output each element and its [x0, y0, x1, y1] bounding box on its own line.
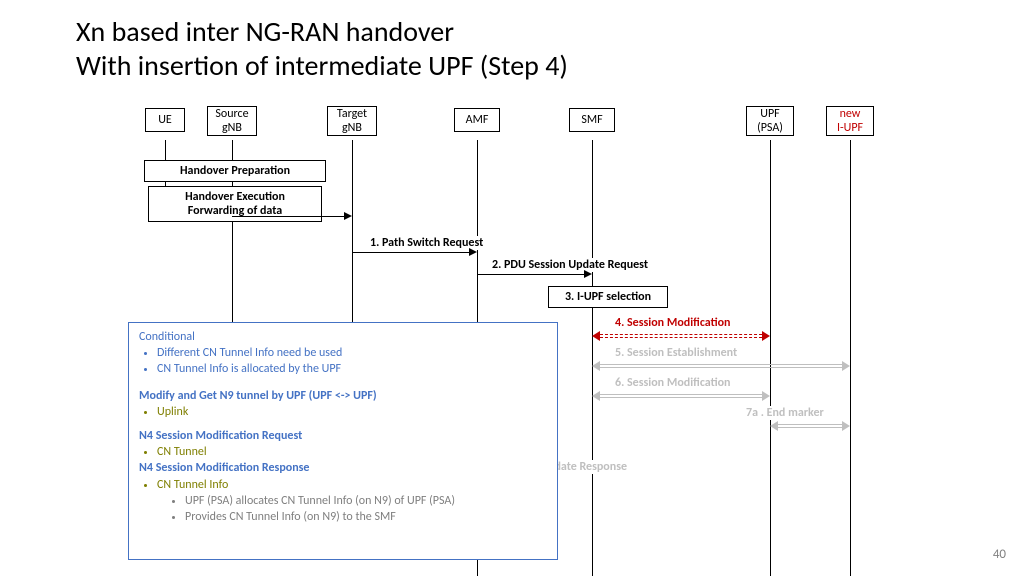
lifeline-tgnb: [352, 140, 353, 340]
note-b5a: UPF (PSA) allocates CN Tunnel Info (on N…: [185, 493, 547, 509]
actor-target-gnb: Target gNB: [327, 106, 377, 136]
actor-target-gnb-l2: gNB: [342, 121, 362, 135]
actor-upf-l2: (PSA): [757, 121, 783, 135]
arrow-step2-head: [584, 270, 592, 278]
actor-amf: AMF: [454, 108, 500, 132]
note-h4: N4 Session Modification Response: [139, 460, 547, 476]
actor-source-gnb-l1: Source: [215, 107, 248, 121]
actor-smf: SMF: [569, 108, 615, 132]
lifeline-upf: [770, 140, 771, 576]
title-line2: With insertion of intermediate UPF (Step…: [76, 48, 568, 83]
actor-upf-l1: UPF: [760, 107, 779, 121]
actor-iupf-l1: new: [840, 107, 861, 121]
actor-new-iupf: new I-UPF: [826, 106, 874, 136]
actor-ue: UE: [145, 108, 185, 132]
arrow-step6: [600, 394, 762, 398]
note-h2: Modify and Get N9 tunnel by UPF (UPF <->…: [139, 388, 547, 404]
actor-source-gnb-l2: gNB: [222, 121, 242, 135]
page-number: 40: [993, 547, 1006, 562]
box-iupf-selection: 3. I-UPF selection: [548, 286, 668, 308]
arrow-step2: [477, 274, 584, 275]
label-step4: 4. Session Modification: [615, 316, 731, 330]
arrow-step5: [600, 364, 842, 368]
lifeline-iupf: [850, 140, 851, 576]
note-b3: Uplink: [157, 404, 547, 420]
arrow-forwarding: [232, 216, 344, 217]
label-step5: 5. Session Establishment: [615, 346, 737, 360]
title-line1: Xn based inter NG-RAN handover: [76, 14, 454, 49]
label-step1: 1. Path Switch Request: [370, 236, 483, 250]
note-b5: CN Tunnel Info UPF (PSA) allocates CN Tu…: [157, 477, 547, 526]
arrow-forwarding-head: [344, 212, 352, 220]
label-step7a: 7a . End marker: [746, 406, 824, 420]
label-step2: 2. PDU Session Update Request: [492, 258, 648, 272]
label-update-response: pdate Response: [548, 460, 627, 474]
note-conditional: Conditional Different CN Tunnel Info nee…: [128, 322, 558, 560]
arrow-step1-head: [469, 248, 477, 256]
lifeline-smf: [592, 140, 593, 576]
note-h1: Conditional: [139, 329, 547, 345]
arrow-step4: [600, 334, 762, 338]
exec-l1: Handover Execution: [157, 190, 313, 204]
label-step6: 6. Session Modification: [615, 376, 731, 390]
arrow-step7a: [778, 424, 842, 428]
actor-target-gnb-l1: Target: [337, 107, 367, 121]
note-b5b: Provides CN Tunnel Info (on N9) to the S…: [185, 509, 547, 525]
actor-upf-psa: UPF (PSA): [746, 106, 794, 136]
actor-source-gnb: Source gNB: [207, 106, 257, 136]
note-b2: CN Tunnel Info is allocated by the UPF: [157, 361, 547, 377]
note-h3: N4 Session Modification Request: [139, 428, 547, 444]
actor-iupf-l2: I-UPF: [837, 121, 863, 135]
note-b1: Different CN Tunnel Info need be used: [157, 345, 547, 361]
box-handover-prep: Handover Preparation: [144, 160, 326, 182]
note-b4: CN Tunnel: [157, 444, 547, 460]
arrow-step1: [352, 252, 469, 253]
